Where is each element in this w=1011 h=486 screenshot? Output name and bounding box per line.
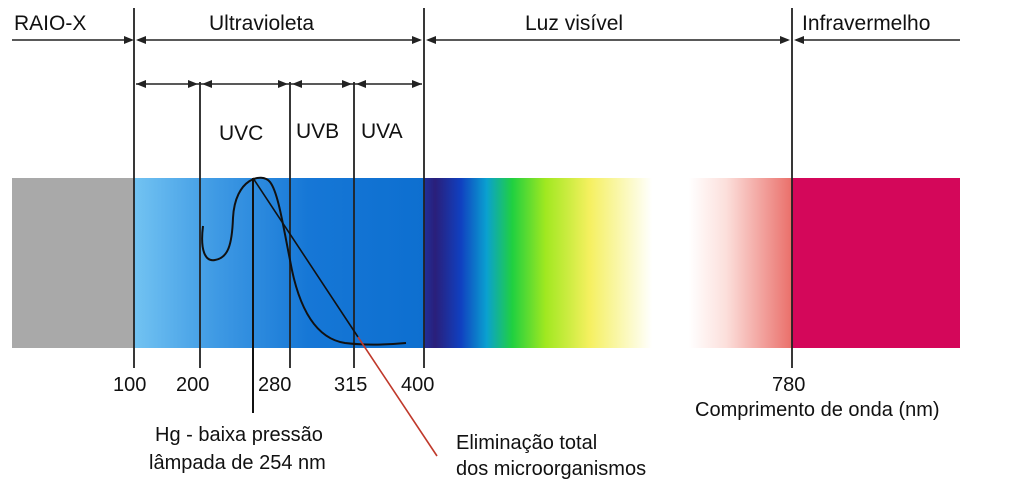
uv-subband-arrows xyxy=(136,80,422,88)
boundary-lines xyxy=(133,8,793,368)
tick-label: 280 xyxy=(258,374,291,396)
tick-label: 400 xyxy=(401,374,434,396)
visible-light-label: Luz visível xyxy=(525,12,623,35)
germicidal-annotation-line2: dos microorganismos xyxy=(456,458,646,480)
wavelength-axis-label: Comprimento de onda (nm) xyxy=(695,399,940,421)
visible-band xyxy=(424,178,792,348)
xray-label: RAIO-X xyxy=(14,12,86,35)
infrared-band xyxy=(792,178,960,348)
germicidal-line-dark xyxy=(252,177,359,338)
ultraviolet-label: Ultravioleta xyxy=(209,12,314,35)
uva-label: UVA xyxy=(361,120,403,143)
tick-label: 100 xyxy=(113,374,146,396)
germicidal-annotation-line1: Eliminação total xyxy=(456,432,597,454)
tick-label: 780 xyxy=(772,374,805,396)
xray-band xyxy=(12,178,134,348)
lamp-annotation-line1: Hg - baixa pressão xyxy=(155,424,323,446)
infrared-label: Infravermelho xyxy=(802,12,930,35)
uvc-label: UVC xyxy=(219,122,263,145)
tick-label: 200 xyxy=(176,374,209,396)
uvb-label: UVB xyxy=(296,120,339,143)
region-arrows xyxy=(12,36,960,44)
germicidal-curve xyxy=(201,176,407,346)
lamp-annotation-line2: lâmpada de 254 nm xyxy=(149,452,326,474)
germicidal-line-red xyxy=(357,336,438,457)
tick-label: 315 xyxy=(334,374,367,396)
